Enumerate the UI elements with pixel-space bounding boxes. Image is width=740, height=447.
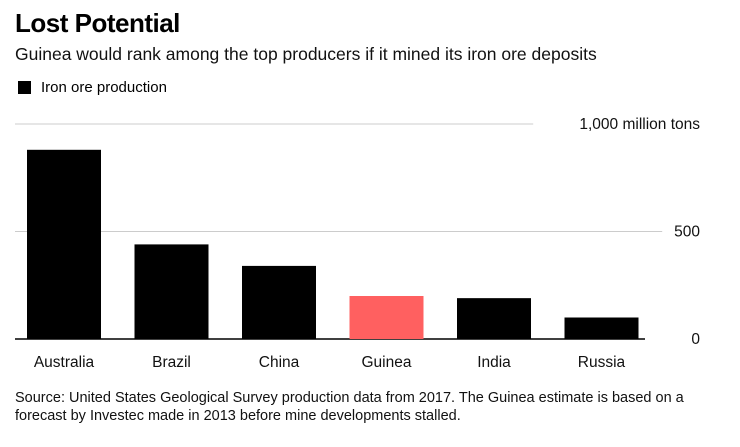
legend-swatch bbox=[18, 81, 31, 94]
x-tick-label: Russia bbox=[578, 354, 626, 371]
y-tick-label: 1,000 million tons bbox=[579, 116, 700, 133]
legend: Iron ore production bbox=[18, 79, 167, 96]
source-note: Source: United States Geological Survey … bbox=[15, 390, 684, 424]
bar-india bbox=[457, 298, 531, 339]
bar-china bbox=[242, 265, 316, 339]
x-tick-label: Australia bbox=[34, 354, 95, 371]
x-tick-label: India bbox=[477, 354, 511, 371]
bar-chart: 0 500 1,000 million tons Australia Brazil Chi… bbox=[15, 116, 700, 371]
y-tick-label: 0 bbox=[691, 331, 700, 348]
bar-australia bbox=[27, 149, 101, 339]
chart-subtitle: Guinea would rank among the top producer… bbox=[15, 44, 597, 64]
x-tick-label: China bbox=[259, 354, 300, 371]
y-tick-label: 500 bbox=[674, 224, 700, 241]
x-tick-label: Guinea bbox=[362, 354, 412, 371]
x-tick-label: Brazil bbox=[152, 354, 191, 371]
bar-guinea bbox=[349, 296, 424, 339]
bar-brazil bbox=[134, 244, 209, 339]
chart-title: Lost Potential bbox=[15, 8, 180, 38]
bar-russia bbox=[564, 317, 639, 339]
legend-label: Iron ore production bbox=[41, 79, 167, 96]
